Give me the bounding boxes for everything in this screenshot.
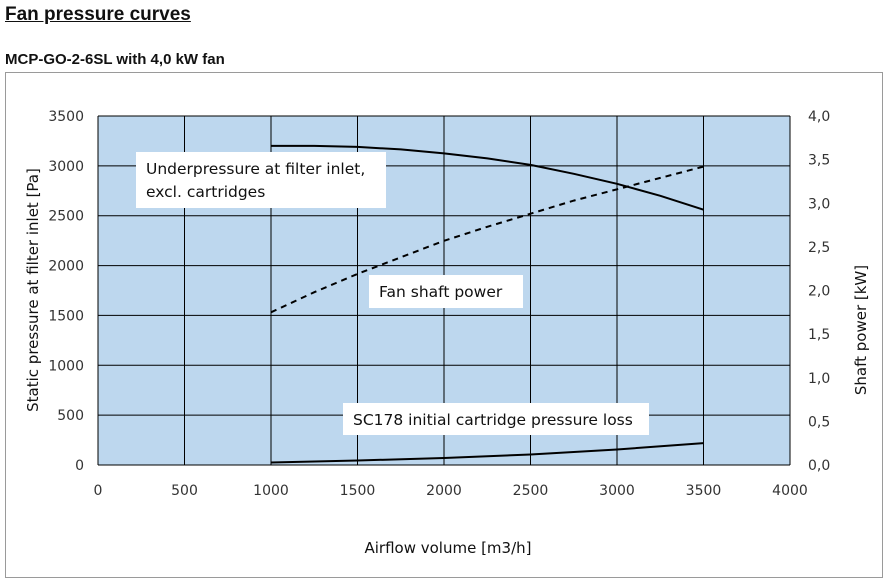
underpressure-curve [271, 144, 704, 211]
y2-axis-title: Shaft power [kW] [852, 265, 870, 395]
annotation-text: SC178 initial cartridge pressure loss [353, 411, 633, 429]
fan-shaft-power-curve [270, 165, 704, 314]
page-heading: Fan pressure curves [5, 4, 191, 25]
annotation-box [343, 403, 649, 435]
annotations: Underpressure at filter inlet, excl. cart… [136, 152, 649, 435]
y2-tick-label: 3,0 [808, 196, 830, 212]
y2-axis-ticks: 0,0 0,5 1,0 1,5 2,0 2,5 3,0 3,5 4,0 [808, 109, 830, 474]
y2-tick-label: 1,0 [808, 371, 830, 387]
x-tick-label: 3000 [599, 483, 635, 499]
y2-tick-label: 0,5 [808, 414, 830, 430]
y-tick-label: 3000 [48, 159, 84, 175]
series-lines [270, 144, 704, 464]
x-tick-label: 3500 [686, 483, 722, 499]
x-tick-label: 1000 [253, 483, 289, 499]
annotation-text: Underpressure at filter inlet, [146, 160, 365, 178]
y-tick-label: 1000 [48, 358, 84, 374]
x-tick-label: 0 [94, 483, 103, 499]
annotation-text: Fan shaft power [379, 283, 503, 301]
y2-tick-label: 1,5 [808, 327, 830, 343]
x-tick-label: 2500 [513, 483, 549, 499]
y2-tick-label: 4,0 [808, 109, 830, 125]
annotation-box [369, 275, 523, 308]
y-tick-label: 3500 [48, 109, 84, 125]
x-tick-label: 4000 [772, 483, 808, 499]
y2-tick-label: 2,5 [808, 240, 830, 256]
x-axis-ticks: 0 500 1000 1500 2000 2500 3000 3500 4000 [94, 483, 808, 499]
annotation-fan-shaft-power: Fan shaft power [369, 275, 523, 308]
cartridge-pressure-loss-curve [270, 442, 704, 464]
chart-frame [5, 72, 883, 578]
y-axis-title: Static pressure at filter inlet [Pa] [24, 168, 42, 412]
chart-subheading: MCP-GO-2-6SL with 4,0 kW fan [5, 51, 225, 68]
y-tick-label: 1500 [48, 308, 84, 324]
x-tick-label: 2000 [426, 483, 462, 499]
y2-tick-label: 0,0 [808, 458, 830, 474]
y-tick-label: 500 [57, 408, 84, 424]
y2-tick-label: 2,0 [808, 284, 830, 300]
x-tick-label: 500 [171, 483, 198, 499]
y-tick-label: 2500 [48, 209, 84, 225]
y-axis-ticks: 0 500 1000 1500 2000 2500 3000 3500 [48, 109, 84, 474]
x-tick-label: 1500 [340, 483, 376, 499]
annotation-underpressure: Underpressure at filter inlet, excl. cart… [136, 152, 386, 208]
y2-tick-label: 3,5 [808, 153, 830, 169]
annotation-box [136, 152, 386, 208]
x-axis-title: Airflow volume [m3/h] [364, 539, 531, 557]
annotation-text: excl. cartridges [146, 183, 265, 201]
annotation-cartridge-loss: SC178 initial cartridge pressure loss [343, 403, 649, 435]
y-tick-label: 0 [75, 458, 84, 474]
y-tick-label: 2000 [48, 259, 84, 275]
